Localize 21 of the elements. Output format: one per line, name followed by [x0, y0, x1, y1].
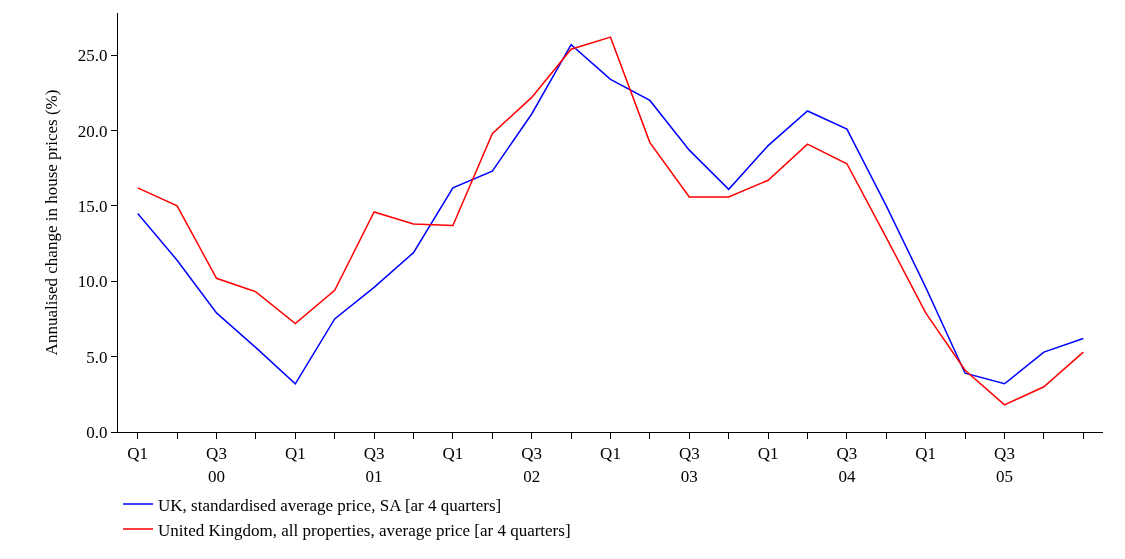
x-tick-label: Q3 04 — [836, 444, 858, 486]
y-tick-label: 25.0 — [77, 46, 108, 66]
x-tick-label: Q1 — [600, 444, 621, 464]
x-tick-label: Q3 00 — [206, 444, 227, 486]
x-tick-label: Q1 — [757, 444, 779, 464]
y-axis-title: Annualised change in house prices (%) — [42, 89, 62, 356]
y-tick-label: 15.0 — [77, 196, 108, 216]
x-tick-label: Q3 05 — [994, 444, 1015, 486]
y-tick-label: 5.0 — [86, 347, 108, 367]
x-tick-label: Q3 01 — [363, 444, 385, 486]
x-tick-label: Q1 — [442, 444, 464, 464]
y-tick-label: 10.0 — [77, 272, 108, 292]
y-tick-label: 20.0 — [77, 121, 108, 141]
x-tick-label: Q1 — [284, 444, 306, 464]
x-tick-label: Q3 02 — [521, 444, 543, 486]
x-tick-label: Q1 — [127, 444, 149, 464]
y-tick-label: 0.0 — [86, 422, 108, 442]
legend-label: UK, standardised average price, SA [ar 4 quarters] — [158, 495, 502, 515]
legend-label: United Kingdom, all properties, average price [ar 4 quarters] — [158, 520, 571, 540]
x-tick-label: Q3 03 — [678, 444, 700, 486]
x-tick-label: Q1 — [915, 444, 937, 464]
